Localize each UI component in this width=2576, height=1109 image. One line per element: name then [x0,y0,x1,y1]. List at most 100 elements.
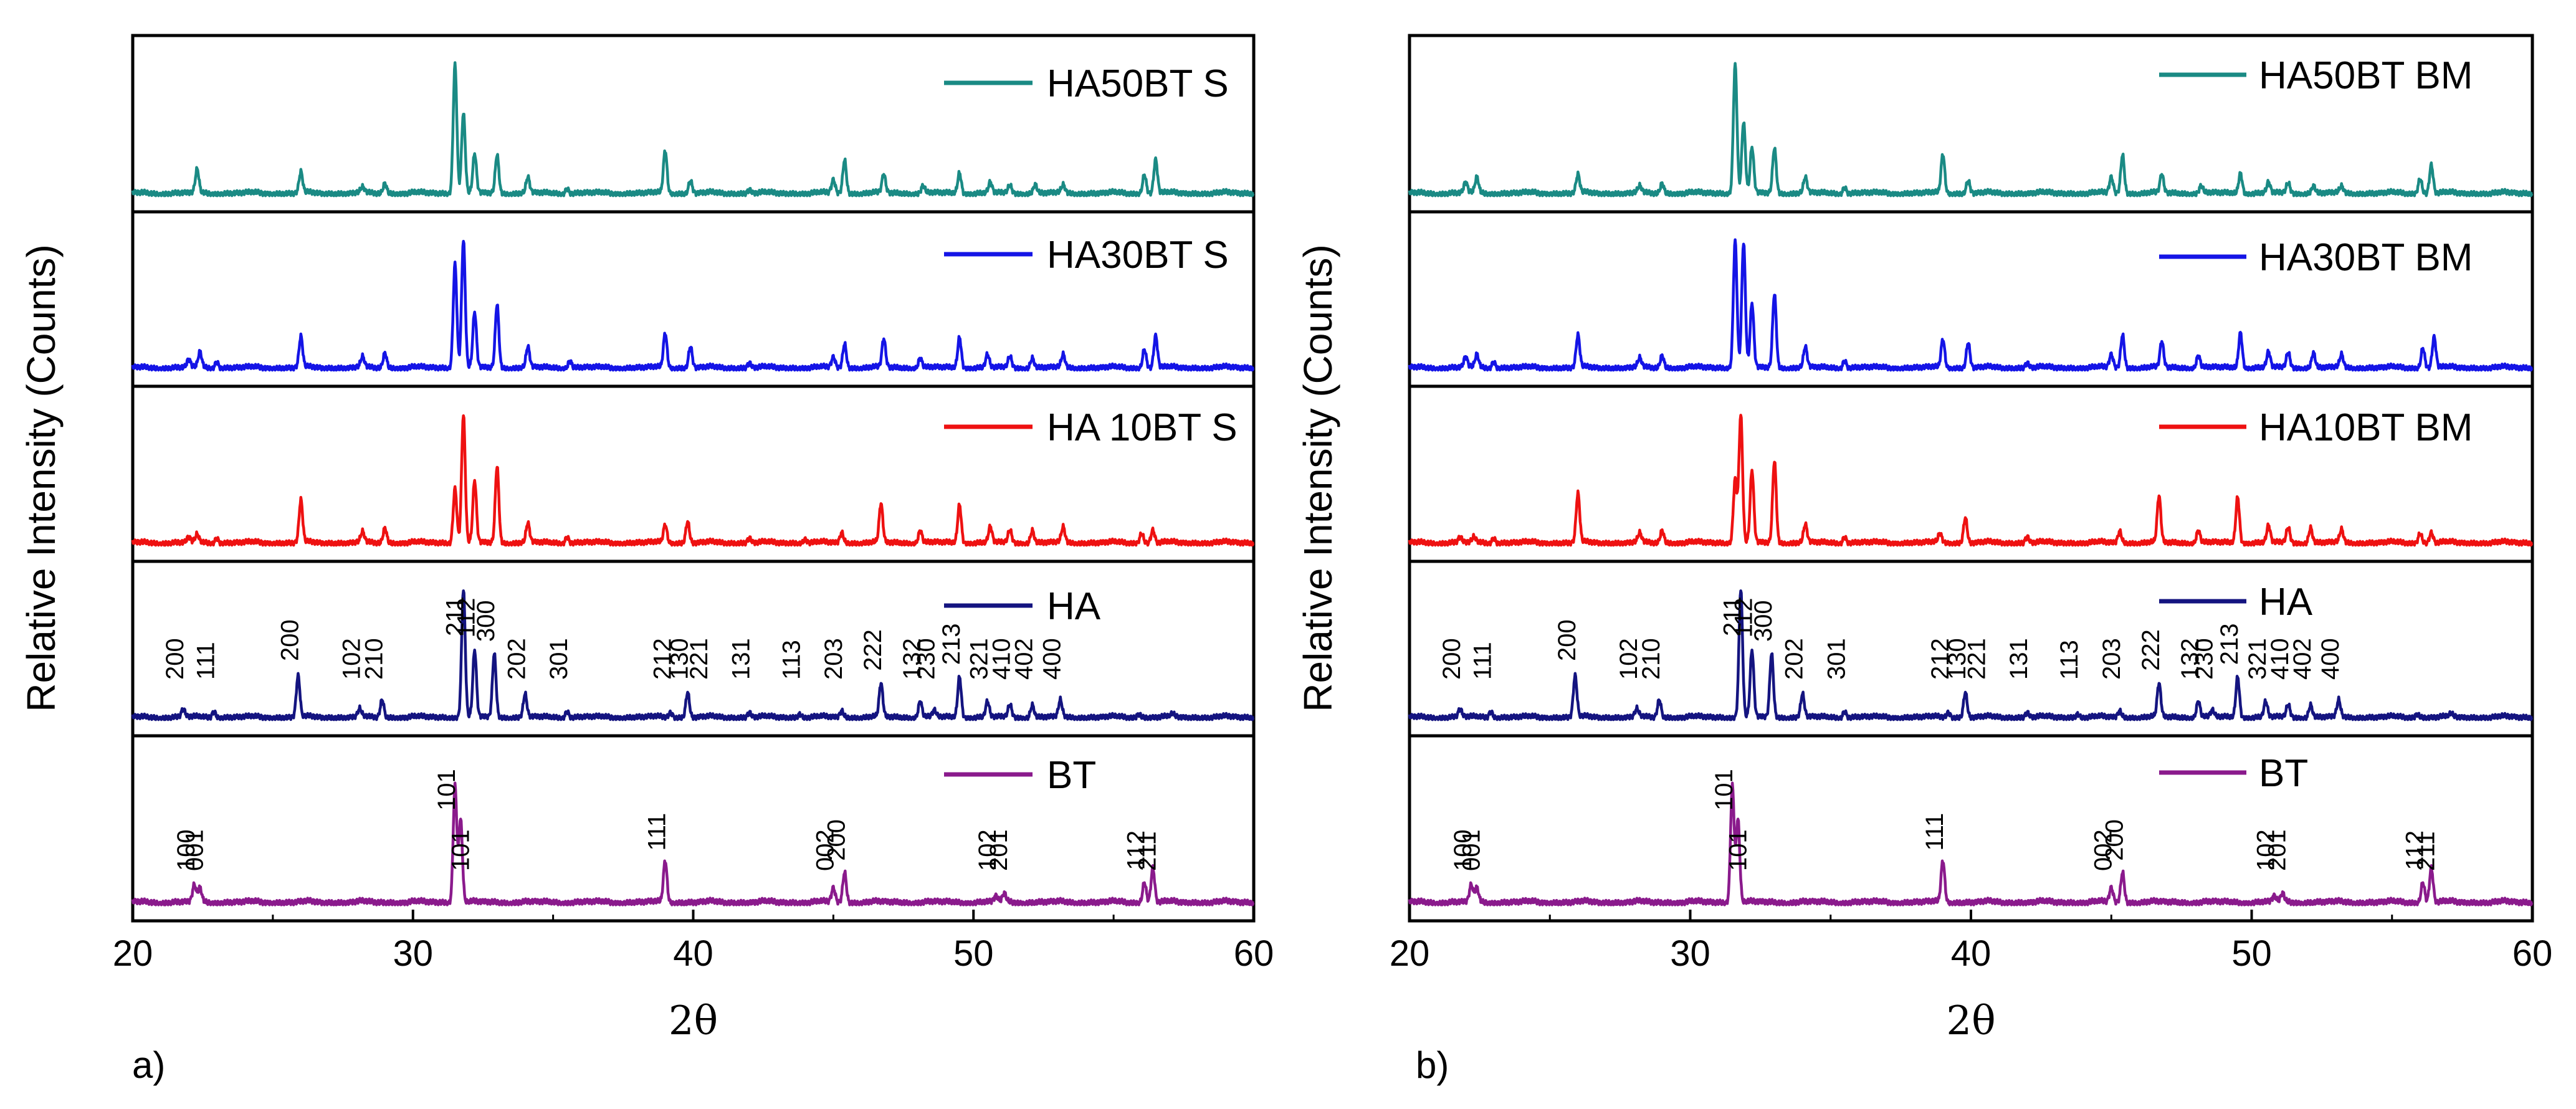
series-line [1408,62,2534,198]
y-axis-label: Relative Intensity (Counts) [19,244,64,712]
hkl-label: 101 [433,769,460,811]
hkl-label: 001 [1458,829,1486,871]
hkl-label: 112 [453,598,480,638]
hkl-label: 001 [181,829,208,871]
hkl-label: 201 [2264,829,2291,871]
hkl-label: 102 [974,829,1001,871]
hkl-label: 102 [1615,638,1643,680]
legend-label: HA [2259,581,2313,624]
hkl-label: 211 [1134,831,1162,871]
hkl-label: 211 [442,596,469,636]
x-tick-label: 40 [1951,933,1992,974]
hkl-label: 301 [1823,638,1850,680]
hkl-label: 111 [1469,642,1497,680]
hkl-label: 201 [985,829,1013,871]
series-line [131,589,1255,721]
hkl-label: 212 [649,638,677,680]
hkl-label: 221 [685,638,713,680]
legend-label: HA50BT S [1047,62,1229,105]
y-axis-label: Relative Intensity (Counts) [1295,244,1340,712]
legend-label: HA30BT S [1047,234,1229,277]
hkl-label: 200 [1553,619,1581,661]
hkl-label: 101 [447,829,475,871]
hkl-label: 300 [1750,600,1777,642]
hkl-label: 321 [2244,638,2271,680]
hkl-label: 300 [472,600,500,642]
x-tick-label: 30 [393,933,433,974]
hkl-label: 203 [2098,638,2125,680]
panel-label: a) [132,1044,165,1086]
hkl-label: 202 [503,638,531,680]
x-axis-label: 2θ [669,998,718,1044]
hkl-label: 410 [988,638,1016,680]
hkl-label: 002 [811,829,839,871]
hkl-label: 102 [2253,829,2280,871]
x-tick-label: 30 [1670,933,1710,974]
legend-label: HA10BT BM [2259,406,2473,449]
legend-label: HA30BT BM [2259,236,2473,279]
hkl-label: 400 [1039,638,1066,680]
hkl-label: 111 [1921,813,1949,851]
hkl-label: 213 [2216,623,2243,665]
legend-label: HA50BT BM [2259,54,2473,97]
hkl-label: 402 [1011,638,1038,680]
hkl-label: 200 [276,619,303,661]
x-tick-label: 60 [1234,933,1274,974]
hkl-label: 410 [2266,638,2294,680]
hkl-label: 111 [644,813,671,851]
panel-b: 20 30 40 50 60 2θ Relative Intensity (Counts) b… [1295,34,2553,1086]
series-line [131,781,1255,907]
hkl-label: 200 [161,638,189,680]
panel-a: 20 30 40 50 60 2θ Relative Intensity (Counts) a… [19,34,1274,1086]
x-tick-label: 50 [2231,933,2272,974]
hkl-label: 321 [966,638,993,680]
hkl-label: 112 [1123,831,1150,870]
series-line [131,414,1255,547]
hkl-label: 402 [2289,638,2316,680]
hkl-label: 200 [2101,819,2128,861]
series-line [1408,589,2534,721]
hkl-label: 101 [1710,769,1738,811]
series-line [1408,238,2534,372]
hkl-label: 210 [1638,638,1665,680]
series-line [131,239,1255,372]
hkl-label: 112 [2401,831,2428,870]
panel-label: b) [1416,1044,1449,1086]
x-tick-label: 60 [2512,933,2553,974]
hkl-label: 211 [1719,596,1747,636]
series-line [1408,414,2534,547]
hkl-label: 131 [727,638,755,680]
hkl-label: 112 [1730,598,1758,638]
hkl-label: 211 [2412,831,2440,871]
hkl-label: 100 [173,829,200,871]
x-tick-label: 50 [953,933,994,974]
x-tick-label: 40 [673,933,713,974]
hkl-label: 132 [2177,638,2204,680]
hkl-label: 200 [1438,638,1466,680]
x-tick-label: 20 [1390,933,1430,974]
hkl-label: 222 [2137,629,2165,671]
hkl-label: 230 [2190,638,2218,680]
hkl-label: 202 [1781,638,1808,680]
hkl-label: 130 [666,638,694,680]
legend-label: HA 10BT S [1047,406,1238,449]
x-tick-label: 20 [113,933,153,974]
series-line [131,61,1255,198]
hkl-label: 210 [360,638,388,680]
hkl-label: 400 [2317,638,2344,680]
hkl-label: 113 [778,640,805,680]
hkl-label: 111 [192,642,219,680]
hkl-label: 213 [938,623,965,665]
legend-label: HA [1047,585,1101,628]
hkl-label: 212 [1927,638,1954,680]
hkl-label: 101 [1725,829,1752,871]
hkl-label: 113 [2056,640,2083,680]
hkl-label: 002 [2089,829,2117,871]
hkl-label: 131 [2005,638,2033,680]
hkl-label: 203 [820,638,847,680]
hkl-label: 301 [545,638,573,680]
hkl-label: 100 [1449,829,1477,871]
hkl-label: 230 [912,638,940,680]
hkl-label: 130 [1944,638,1971,680]
